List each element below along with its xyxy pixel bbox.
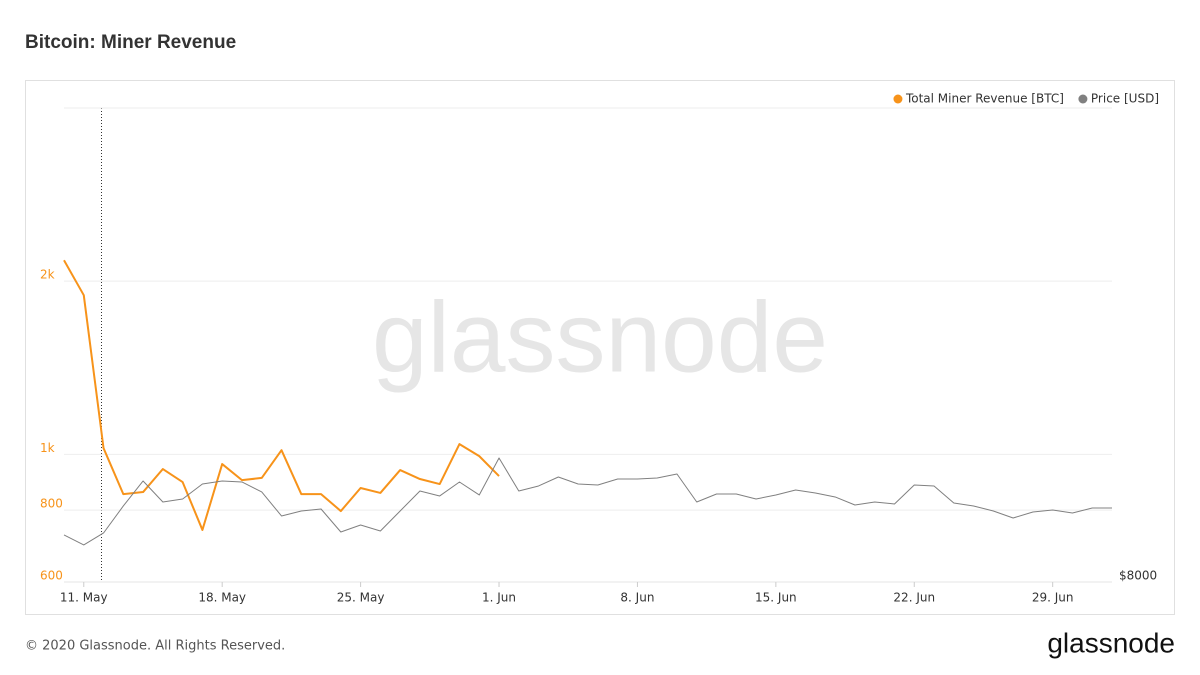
x-tick-label: 15. Jun bbox=[755, 591, 797, 605]
chart-frame bbox=[25, 80, 1175, 615]
legend-label: Total Miner Revenue [BTC] bbox=[905, 92, 1064, 106]
chart-title: Bitcoin: Miner Revenue bbox=[25, 32, 236, 53]
legend-marker bbox=[893, 94, 903, 104]
x-tick-label: 8. Jun bbox=[620, 591, 654, 605]
x-tick-label: 22. Jun bbox=[893, 591, 935, 605]
x-tick-label: 11. May bbox=[60, 591, 108, 605]
x-tick-label: 29. Jun bbox=[1032, 591, 1074, 605]
x-tick-label: 1. Jun bbox=[482, 591, 516, 605]
y-tick-label: 2k bbox=[40, 268, 55, 282]
series-line bbox=[63, 457, 1112, 546]
logo: glassnode bbox=[1047, 627, 1175, 658]
y-tick-label: 1k bbox=[40, 441, 55, 455]
y2-tick-label: $8000 bbox=[1119, 569, 1157, 583]
x-tick-label: 25. May bbox=[337, 591, 385, 605]
series-line bbox=[63, 259, 500, 531]
legend-marker bbox=[1078, 94, 1088, 104]
legend-label: Price [USD] bbox=[1091, 92, 1159, 106]
y-tick-label: 800 bbox=[40, 497, 63, 511]
x-tick-label: 18. May bbox=[198, 591, 246, 605]
copyright: © 2020 Glassnode. All Rights Reserved. bbox=[25, 639, 285, 654]
y-tick-label: 600 bbox=[40, 569, 63, 583]
watermark: glassnode bbox=[372, 281, 828, 393]
